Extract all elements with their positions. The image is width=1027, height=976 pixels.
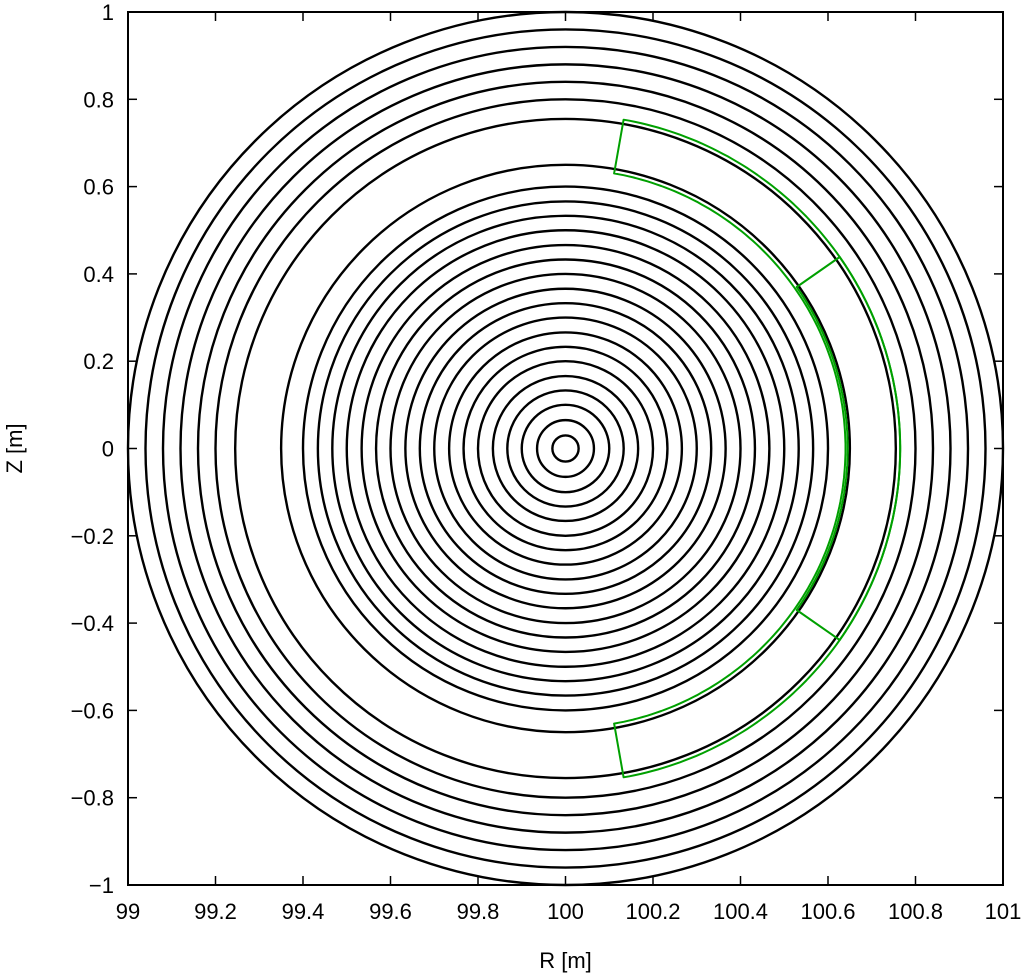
- y-tick-label: 0.4: [83, 262, 114, 287]
- flux-surface-curve: [331, 214, 800, 683]
- y-axis-label: Z [m]: [2, 423, 27, 473]
- flux-surface-curve: [179, 63, 952, 834]
- flux-surface-curve: [126, 10, 1005, 887]
- flux-surface-curve: [447, 331, 684, 566]
- flux-surface-curve: [279, 163, 852, 734]
- flux-surface-curve: [233, 117, 898, 780]
- y-tick-label: 0.2: [83, 349, 114, 374]
- flux-surface-curve: [433, 316, 698, 581]
- axis-ticks: 99 99.2 99.4 99.6 99.8 100 100.2 100.4 100.6 100.…: [71, 0, 1022, 924]
- flux-surface-curve: [389, 272, 742, 625]
- flux-surface-curve: [360, 243, 771, 654]
- y-tick-label: −0.2: [71, 524, 114, 549]
- x-tick-label: 100.8: [888, 899, 943, 924]
- flux-surface-curve: [535, 418, 596, 479]
- x-tick-label: 100.2: [625, 899, 680, 924]
- x-tick-label: 99.4: [282, 899, 325, 924]
- y-tick-label: −0.6: [71, 698, 114, 723]
- flux-surface-curve: [196, 80, 935, 817]
- plot-curves: [126, 10, 1005, 887]
- x-axis-label: R [m]: [539, 948, 592, 973]
- plot-frame: [127, 11, 1004, 886]
- x-tick-label: 99.2: [194, 899, 237, 924]
- y-tick-label: −1: [89, 873, 114, 898]
- x-tick-label: 100.4: [713, 899, 768, 924]
- flux-surface-curve: [316, 200, 815, 697]
- y-tick-label: −0.8: [71, 786, 114, 811]
- flux-surface-curve: [462, 345, 669, 552]
- flux-surface-curve: [144, 28, 987, 869]
- flux-surface-curve: [551, 434, 580, 463]
- y-tick-label: 0.8: [83, 87, 114, 112]
- x-tick-label: 99.6: [369, 899, 412, 924]
- x-tick-label: 99.8: [457, 899, 500, 924]
- x-tick-label: 99: [116, 899, 140, 924]
- flux-surface-curve: [418, 301, 713, 596]
- flux-surface-curve: [506, 389, 625, 508]
- flux-surface-curve: [520, 403, 611, 494]
- y-tick-label: 1: [102, 0, 114, 25]
- flux-surface-curve: [374, 258, 757, 639]
- flux-surface-curve: [476, 360, 655, 538]
- flux-surface-curve: [404, 287, 727, 610]
- y-tick-label: 0: [102, 437, 114, 462]
- x-tick-label: 101: [985, 899, 1022, 924]
- flux-surface-curve: [345, 229, 786, 668]
- flux-surface-curve: [491, 374, 640, 523]
- island-curve: [795, 256, 902, 641]
- x-tick-label: 100.6: [800, 899, 855, 924]
- y-tick-label: −0.4: [71, 611, 114, 636]
- flux-surface-curve: [161, 45, 970, 852]
- y-tick-label: 0.6: [83, 175, 114, 200]
- x-tick-label: 100: [547, 899, 584, 924]
- flux-surface-curve: [301, 185, 830, 712]
- flux-surface-curve: [214, 98, 917, 799]
